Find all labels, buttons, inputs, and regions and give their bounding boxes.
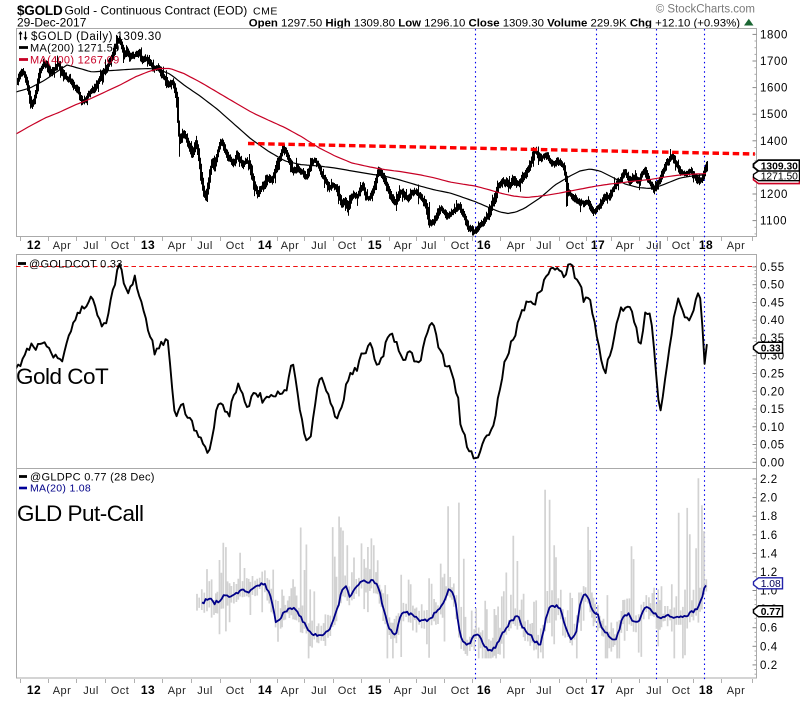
svg-text:Oct: Oct — [451, 685, 470, 697]
svg-text:0.2: 0.2 — [760, 660, 778, 672]
svg-text:14: 14 — [258, 238, 272, 252]
svg-text:0.55: 0.55 — [760, 262, 785, 274]
svg-text:17: 17 — [591, 238, 605, 252]
svg-text:Gold CoT: Gold CoT — [16, 364, 109, 389]
svg-text:29-Dec-2017: 29-Dec-2017 — [17, 16, 87, 30]
svg-text:1309.30: 1309.30 — [761, 161, 798, 172]
svg-text:Oct: Oct — [226, 240, 245, 252]
svg-text:0.4: 0.4 — [760, 641, 778, 653]
svg-text:Oct: Oct — [566, 685, 585, 697]
svg-text:Apr: Apr — [727, 685, 746, 697]
svg-text:0.6: 0.6 — [760, 623, 778, 635]
svg-text:Apr: Apr — [394, 240, 413, 252]
svg-text:Jul: Jul — [197, 685, 213, 697]
svg-text:© StockCharts.com: © StockCharts.com — [656, 4, 755, 16]
svg-text:Apr: Apr — [394, 685, 413, 697]
svg-text:2.2: 2.2 — [760, 474, 778, 486]
svg-text:1600: 1600 — [760, 83, 788, 95]
svg-text:Oct: Oct — [338, 685, 357, 697]
svg-text:16: 16 — [477, 238, 491, 252]
svg-text:1100: 1100 — [760, 216, 787, 228]
svg-text:Apr: Apr — [616, 240, 635, 252]
svg-text:12: 12 — [27, 683, 41, 697]
svg-text:17: 17 — [591, 683, 605, 697]
svg-text:Jul: Jul — [421, 240, 437, 252]
svg-text:Apr: Apr — [281, 240, 300, 252]
svg-text:0.25: 0.25 — [760, 369, 785, 381]
svg-text:14: 14 — [258, 683, 272, 697]
svg-text:Apr: Apr — [53, 685, 72, 697]
svg-text:Oct: Oct — [566, 240, 585, 252]
svg-text:Jul: Jul — [646, 685, 662, 697]
svg-text:0.10: 0.10 — [760, 422, 785, 434]
svg-text:1200: 1200 — [760, 189, 788, 201]
svg-text:MA(200) 1271.50: MA(200) 1271.50 — [30, 43, 120, 55]
svg-text:1700: 1700 — [760, 56, 788, 68]
svg-text:0.77: 0.77 — [761, 607, 781, 618]
svg-text:Jul: Jul — [536, 685, 552, 697]
svg-text:Jul: Jul — [83, 240, 99, 252]
svg-text:Oct: Oct — [226, 685, 245, 697]
svg-text:12: 12 — [27, 238, 41, 252]
svg-text:15: 15 — [368, 683, 382, 697]
svg-text:0.15: 0.15 — [760, 404, 785, 416]
svg-text:Jul: Jul — [646, 240, 662, 252]
svg-text:Apr: Apr — [281, 685, 300, 697]
svg-text:CME: CME — [253, 6, 278, 18]
svg-text:@GLDPC 0.77 (28 Dec): @GLDPC 0.77 (28 Dec) — [30, 472, 155, 484]
svg-text:0.05: 0.05 — [760, 440, 785, 452]
svg-text:$GOLD (Daily) 1309.30: $GOLD (Daily) 1309.30 — [31, 31, 162, 43]
svg-text:Apr: Apr — [507, 685, 526, 697]
svg-text:1500: 1500 — [760, 109, 788, 121]
svg-text:1.2: 1.2 — [760, 567, 778, 579]
svg-text:Oct: Oct — [111, 240, 130, 252]
svg-text:MA(20) 1.08: MA(20) 1.08 — [30, 483, 91, 495]
svg-text:Apr: Apr — [53, 240, 72, 252]
svg-text:1.08: 1.08 — [761, 579, 781, 590]
svg-text:18: 18 — [699, 238, 713, 252]
svg-text:13: 13 — [141, 238, 155, 252]
svg-text:0.00: 0.00 — [760, 457, 785, 469]
svg-text:0.45: 0.45 — [760, 298, 785, 310]
svg-text:0.33: 0.33 — [761, 344, 781, 355]
svg-text:Open 1297.50 High 1309.80 Low: Open 1297.50 High 1309.80 Low 1296.10 Cl… — [249, 18, 740, 30]
svg-text:Apr: Apr — [168, 240, 187, 252]
svg-text:1.6: 1.6 — [760, 530, 778, 542]
svg-text:0.40: 0.40 — [760, 315, 785, 327]
svg-text:MA(400) 1267.09: MA(400) 1267.09 — [30, 55, 120, 67]
svg-text:2.0: 2.0 — [760, 493, 778, 505]
svg-text:Jul: Jul — [311, 685, 327, 697]
svg-text:Gold - Continuous Contract (EO: Gold - Continuous Contract (EOD) — [65, 4, 248, 18]
svg-text:Oct: Oct — [111, 685, 130, 697]
svg-text:1.8: 1.8 — [760, 511, 778, 523]
svg-text:GLD Put-Call: GLD Put-Call — [17, 501, 144, 526]
svg-text:@GOLDCOT 0.33: @GOLDCOT 0.33 — [29, 259, 123, 271]
svg-text:Apr: Apr — [616, 685, 635, 697]
svg-text:Jul: Jul — [311, 240, 327, 252]
svg-text:Jul: Jul — [536, 240, 552, 252]
svg-text:0.20: 0.20 — [760, 386, 785, 398]
svg-text:Jul: Jul — [421, 685, 437, 697]
svg-text:1271.50: 1271.50 — [761, 172, 798, 183]
svg-text:Apr: Apr — [168, 685, 187, 697]
svg-text:Oct: Oct — [338, 240, 357, 252]
svg-text:13: 13 — [141, 683, 155, 697]
svg-text:1.4: 1.4 — [760, 548, 778, 560]
svg-text:Oct: Oct — [672, 240, 691, 252]
svg-text:Apr: Apr — [507, 240, 526, 252]
svg-text:15: 15 — [368, 238, 382, 252]
svg-text:1400: 1400 — [760, 136, 788, 148]
svg-text:Jul: Jul — [83, 685, 99, 697]
svg-text:0.50: 0.50 — [760, 280, 785, 292]
svg-text:Jul: Jul — [197, 240, 213, 252]
svg-text:Oct: Oct — [451, 240, 470, 252]
svg-text:1800: 1800 — [760, 29, 788, 41]
svg-text:$GOLD: $GOLD — [17, 3, 63, 18]
svg-text:Apr: Apr — [727, 240, 746, 252]
svg-text:16: 16 — [477, 683, 491, 697]
svg-text:18: 18 — [699, 683, 713, 697]
svg-text:Oct: Oct — [672, 685, 691, 697]
